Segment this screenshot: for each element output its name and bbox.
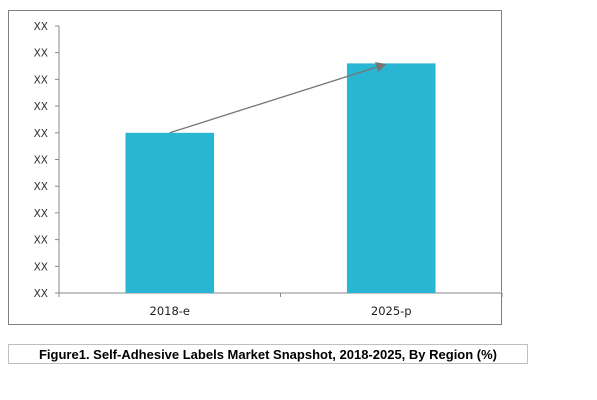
y-tick-label: XX — [34, 208, 48, 220]
figure-caption: Figure1. Self-Adhesive Labels Market Sna… — [38, 346, 498, 362]
bar-2025-p — [346, 63, 436, 293]
bar-2018-e — [125, 132, 215, 293]
bar-chart: XX XX XX XX XX XX XX XX XX XX XX 2018-e 2025-p — [34, 21, 503, 318]
y-tick-label: XX — [34, 74, 48, 86]
y-tick-label: XX — [34, 155, 48, 167]
trend-arrow — [169, 62, 387, 134]
y-tick-label: XX — [34, 288, 48, 300]
y-tick-label: XX — [34, 261, 48, 273]
figure-caption-box: Figure1. Self-Adhesive Labels Market Sna… — [8, 344, 528, 364]
y-tick-label: XX — [34, 235, 48, 247]
chart-frame: XX XX XX XX XX XX XX XX XX XX XX 2018-e 2025-p — [8, 10, 503, 325]
y-tick-label: XX — [34, 21, 48, 33]
y-tick-label: XX — [34, 128, 48, 140]
y-tick-label: XX — [34, 48, 48, 60]
x-category-label: 2025-p — [371, 304, 412, 318]
x-category-label: 2018-e — [150, 304, 191, 318]
y-tick-label: XX — [34, 181, 48, 193]
y-tick-label: XX — [34, 101, 48, 113]
